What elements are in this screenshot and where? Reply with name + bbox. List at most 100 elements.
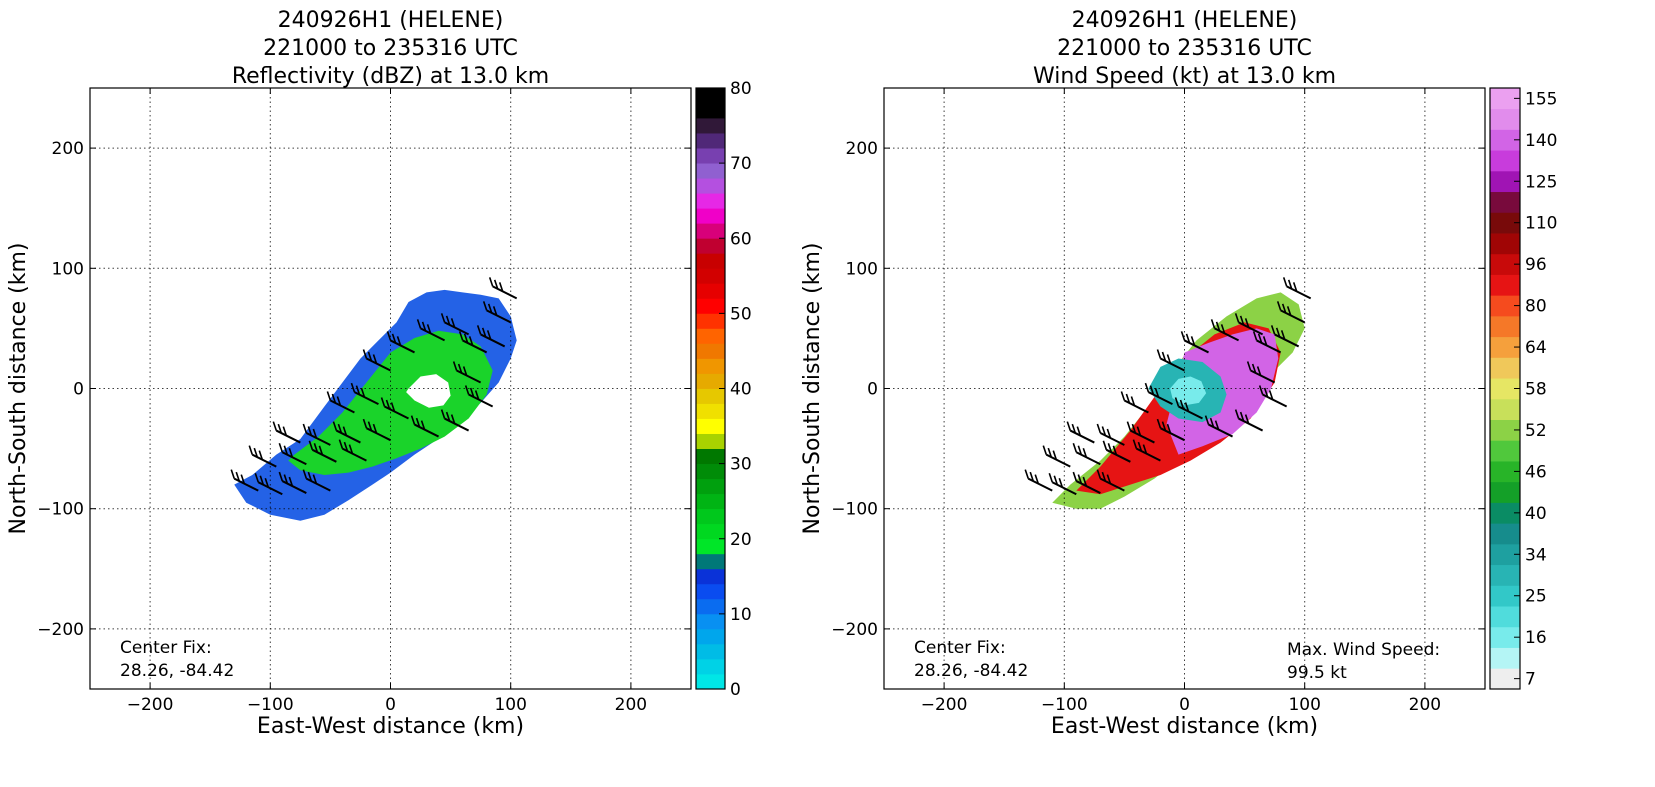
wind-barb-flag <box>1185 333 1191 344</box>
wind-barb <box>278 471 307 494</box>
wind-barb-flag <box>343 441 349 452</box>
colorbar-swatch <box>696 103 725 119</box>
wind-barb-flag <box>390 402 396 412</box>
wind-barb-flag <box>1101 471 1107 482</box>
x-tick-label: 200 <box>615 695 647 715</box>
annotation-text: 99.5 kt <box>1287 663 1347 683</box>
colorbar-swatch <box>1490 150 1520 172</box>
wind-barb-flag <box>337 423 343 434</box>
colorbar-swatch <box>1490 191 1520 213</box>
x-tick-label: −200 <box>921 695 968 715</box>
wind-barb-flag <box>1096 423 1102 434</box>
wind-barb-flag <box>1102 440 1108 451</box>
wind-barb-flag <box>259 475 265 486</box>
wind-barb-flag <box>1280 330 1286 340</box>
colorbar-swatch <box>1490 398 1520 420</box>
colorbar-tick-label: 80 <box>1525 297 1547 317</box>
annotation-text: Center Fix: <box>914 638 1006 658</box>
wind-barb-flag <box>1136 426 1142 436</box>
wind-barb-flag <box>1287 279 1293 290</box>
wind-barb-flag <box>426 324 432 334</box>
wind-barb-staff <box>1286 285 1312 300</box>
colorbar-swatch <box>696 148 725 164</box>
colorbar-swatch <box>1490 502 1520 524</box>
wind-barb-staff <box>1045 453 1071 468</box>
colorbar-swatch <box>696 283 725 299</box>
wind-barb-flag <box>1029 471 1035 482</box>
colorbar-tick-label: 16 <box>1525 628 1547 648</box>
colorbar-swatch <box>696 523 725 540</box>
wind-barb-flag <box>362 418 368 429</box>
colorbar-swatch <box>1490 88 1520 110</box>
wind-barb-flag <box>1246 361 1252 371</box>
wind-barb-flag <box>1130 396 1136 406</box>
colorbar-swatch <box>696 328 725 344</box>
colorbar-swatch <box>696 208 725 224</box>
wind-barb-flag <box>462 366 468 376</box>
wind-barb-flag <box>1125 393 1131 404</box>
wind-barb-flag <box>1239 315 1245 326</box>
y-tick-label: 200 <box>52 139 84 159</box>
chart-panel-2: 240926H1 (HELENE) 221000 to 235316 UTC Win… <box>800 8 1557 739</box>
colorbar-tick-label: 30 <box>730 455 752 475</box>
colorbar-tick-label: 110 <box>1525 214 1557 234</box>
y-tick-label: −200 <box>37 620 84 640</box>
wind-barb-flag <box>492 306 498 316</box>
colorbar-tick-label: 0 <box>730 680 741 700</box>
wind-barb-flag <box>458 331 464 341</box>
wind-barb-flag <box>486 330 492 340</box>
x-axis-label: East-West distance (km) <box>1051 714 1318 739</box>
wind-barb-flag <box>457 363 463 374</box>
y-axis-label: North-South distance (km) <box>6 243 31 535</box>
chart-title-line: 221000 to 235316 UTC <box>263 36 518 61</box>
colorbar-swatch <box>696 568 725 585</box>
wind-barb <box>1234 313 1264 336</box>
wind-barb-flag <box>1034 474 1040 484</box>
colorbar: 0 10 20 30 40 50 60 70 80 <box>695 79 752 700</box>
y-tick-label: 0 <box>73 380 84 400</box>
wind-barb-flag <box>445 315 451 326</box>
wind-barb-flag <box>396 336 402 346</box>
colorbar-swatch <box>1490 440 1520 462</box>
wind-barb <box>1276 301 1306 324</box>
wind-barb-flag <box>308 440 314 451</box>
wind-barb-flag <box>385 399 391 410</box>
wind-barb-flag <box>1244 318 1250 328</box>
wind-barb <box>416 319 446 342</box>
colorbar-swatch <box>696 478 725 495</box>
colorbar-swatch <box>696 88 725 104</box>
colorbar-tick-label: 155 <box>1525 89 1557 109</box>
wind-barb <box>1270 325 1300 348</box>
wind-barb-flag <box>1048 473 1054 483</box>
y-tick-label: −100 <box>37 500 84 520</box>
colorbar-swatch <box>1490 461 1520 483</box>
wind-barb-flag <box>1042 445 1048 455</box>
colorbar-swatch <box>696 238 725 254</box>
colorbar-swatch <box>696 493 725 510</box>
wind-barb <box>1156 349 1185 372</box>
wind-barb-flag <box>1161 421 1167 431</box>
wind-barb-flag <box>282 426 288 436</box>
colorbar-tick-label: 50 <box>730 304 752 324</box>
wind-barb <box>380 397 409 420</box>
wind-barb-flag <box>302 423 308 434</box>
colorbar-swatch <box>696 628 725 645</box>
wind-barb <box>476 325 506 348</box>
colorbar-swatch <box>1490 295 1520 317</box>
wind-barb-flag <box>1281 303 1287 314</box>
wind-barb <box>410 415 440 438</box>
wind-barb <box>272 421 301 444</box>
data-region-eye <box>406 374 451 408</box>
wind-barb <box>362 418 391 442</box>
y-tick-label: 100 <box>846 259 878 279</box>
x-tick-label: −200 <box>127 695 174 715</box>
wind-barb-flag <box>1082 476 1088 487</box>
colorbar-swatch <box>696 658 725 675</box>
chart-title-line: Reflectivity (dBZ) at 13.0 km <box>232 64 549 89</box>
wind-barb-flag <box>445 411 451 422</box>
wind-barb <box>1132 439 1161 462</box>
colorbar-swatch <box>696 313 725 329</box>
wind-barb <box>464 385 494 408</box>
colorbar-tick-label: 40 <box>730 380 752 400</box>
x-tick-label: 100 <box>494 695 526 715</box>
